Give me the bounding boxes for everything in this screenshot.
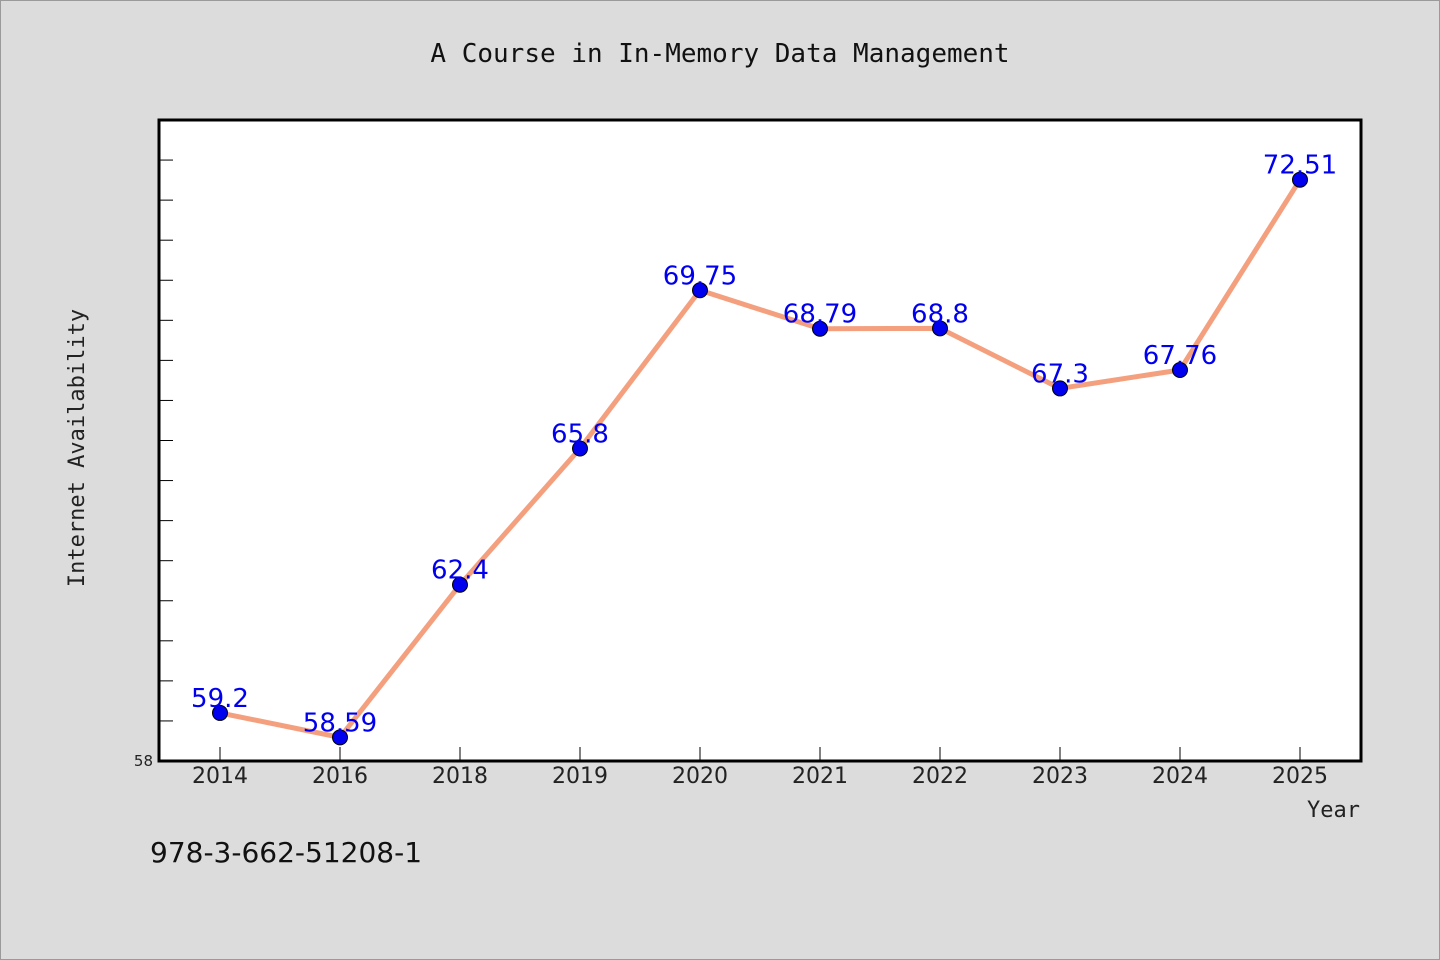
- data-point: [1052, 380, 1068, 397]
- plot-area: [157, 118, 1363, 763]
- data-label: 67.76: [1143, 341, 1217, 371]
- data-point: [452, 576, 468, 593]
- data-label: 68.79: [783, 300, 857, 330]
- data-point: [1292, 171, 1308, 188]
- x-axis-ticks: 2014 2016 2018 2019 2020 2021 2022 2023 2024 2025: [192, 747, 1328, 789]
- x-tick-label: 2025: [1272, 764, 1328, 789]
- y-axis-ticks: 58: [134, 119, 173, 770]
- y-axis-label: Internet Availability: [65, 309, 90, 587]
- x-tick-label: 2022: [912, 764, 968, 789]
- data-point: [692, 282, 708, 299]
- x-axis-label: Year: [1307, 798, 1360, 823]
- x-tick-label: 2024: [1152, 764, 1208, 789]
- data-label: 68.8: [911, 299, 969, 329]
- data-point: [812, 320, 828, 337]
- data-label: 69.75: [663, 261, 737, 291]
- data-label: 65.8: [551, 420, 609, 450]
- series-line-group: [212, 171, 1308, 746]
- x-tick-label: 2014: [192, 764, 248, 789]
- data-label: 72.51: [1263, 151, 1337, 181]
- data-point: [332, 729, 348, 746]
- x-tick-label: 2018: [432, 764, 488, 789]
- y-tick-label: 58: [134, 752, 153, 770]
- chart-title: A Course in In-Memory Data Management: [430, 39, 1009, 69]
- data-label: 67.3: [1031, 359, 1089, 389]
- data-point: [212, 704, 228, 721]
- x-tick-label: 2016: [312, 764, 368, 789]
- data-point: [1172, 361, 1188, 378]
- data-point: [932, 320, 948, 337]
- series-line: [219, 178, 1303, 740]
- x-tick-label: 2021: [792, 764, 848, 789]
- x-tick-label: 2023: [1032, 764, 1088, 789]
- data-labels: 59.2 58.59 62.4 65.8 69.75 68.79 68.8 67.3 67.76…: [191, 151, 1337, 739]
- isbn-footnote: 978-3-662-51208-1: [150, 836, 423, 869]
- data-label: 58.59: [303, 708, 377, 738]
- x-tick-label: 2019: [552, 764, 608, 789]
- data-label: 59.2: [191, 684, 249, 714]
- data-point: [572, 440, 588, 457]
- x-tick-label: 2020: [672, 764, 728, 789]
- data-label: 62.4: [431, 556, 489, 586]
